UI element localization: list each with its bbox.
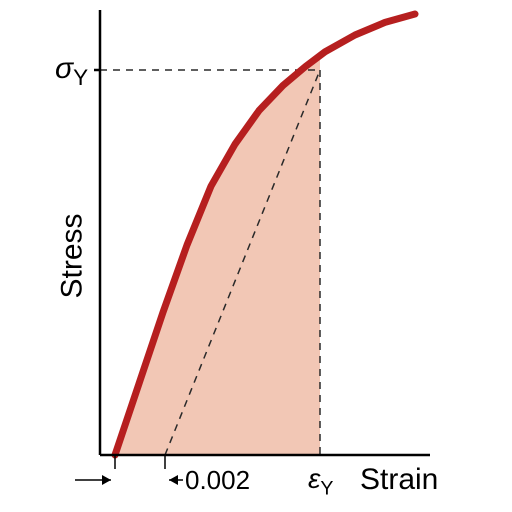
y-axis-label: Stress [56, 213, 90, 298]
stress-strain-chart: Stress Strain σY 0.002 εY [0, 0, 512, 512]
epsilon-y-label: εY [308, 463, 333, 501]
offset-value-label: 0.002 [185, 465, 250, 496]
offset-arrow-right-head [169, 475, 178, 485]
x-axis-label: Strain [360, 463, 438, 497]
offset-arrow-left-head [102, 475, 111, 485]
sigma-y-label: σY [55, 52, 88, 91]
filled-region [115, 56, 320, 455]
